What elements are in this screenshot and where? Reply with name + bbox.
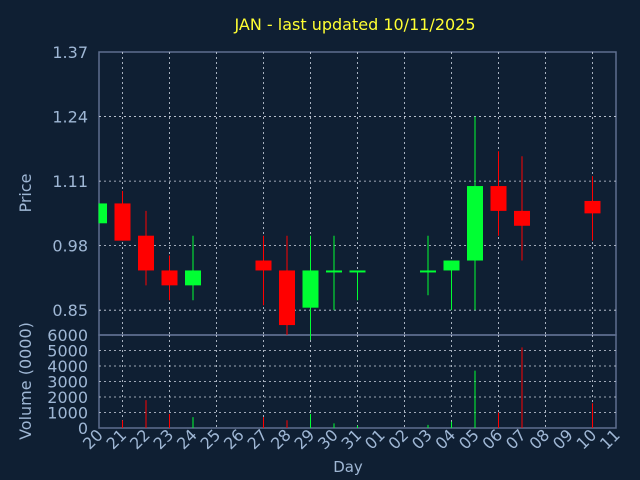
candle-body (349, 270, 366, 273)
chart-title: JAN - last updated 10/11/2025 (233, 15, 475, 34)
candle-body (584, 200, 601, 214)
price-tick-label: 1.24 (52, 108, 88, 127)
candle-body (490, 186, 507, 211)
price-tick-label: 1.11 (52, 172, 88, 191)
price-axis-ticks: 1.37 1.24 1.11 0.98 0.85 (52, 43, 88, 320)
price-tick-label: 1.37 (52, 43, 88, 62)
volume-tick-label: 3000 (47, 373, 88, 392)
price-axis-label: Price (16, 173, 35, 212)
volume-tick-label: 0 (78, 419, 88, 438)
candle-body (255, 260, 272, 271)
candle-body (420, 270, 436, 273)
x-axis-ticks: 2021222324252627282930310102030405060708… (79, 425, 624, 453)
volume-bars (122, 347, 593, 428)
candle-body (185, 270, 201, 286)
candlestick-series (98, 116, 601, 340)
volume-tick-label: 1000 (47, 404, 88, 423)
candle-body (302, 270, 319, 308)
x-tick-label: 11 (596, 425, 624, 453)
candle-body (279, 270, 295, 326)
volume-tick-label: 5000 (47, 342, 88, 361)
candle-body (514, 210, 530, 226)
volume-axis-label: Volume (0000) (16, 322, 35, 440)
candle-body (161, 270, 178, 286)
x-axis-label: Day (333, 458, 363, 476)
volume-gridlines (99, 335, 616, 428)
price-tick-label: 0.98 (52, 237, 88, 256)
candle-body (443, 260, 460, 271)
volume-tick-label: 4000 (47, 357, 88, 376)
candle-body (114, 203, 131, 241)
candle-body (138, 235, 154, 271)
candle-body (99, 203, 107, 224)
candle-body (326, 270, 342, 273)
volume-tick-label: 2000 (47, 388, 88, 407)
candle-body (467, 186, 483, 261)
volume-tick-label: 6000 (47, 326, 88, 345)
price-tick-label: 0.85 (52, 301, 88, 320)
